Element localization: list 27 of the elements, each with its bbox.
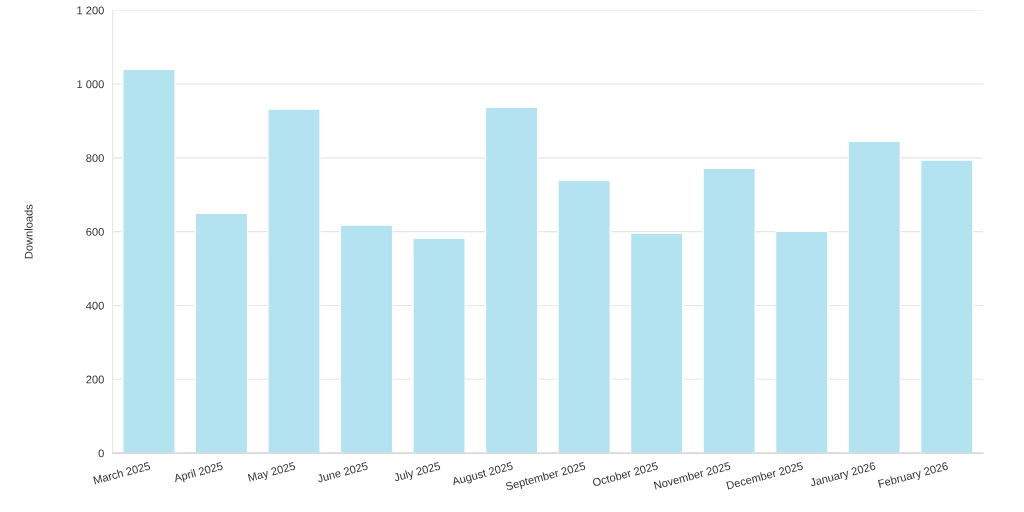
bar — [919, 159, 974, 454]
bar — [484, 106, 539, 454]
y-tick-label: 1 200 — [77, 6, 104, 15]
y-tick-label: 400 — [86, 301, 104, 310]
bar — [194, 212, 249, 454]
y-tick-label: 800 — [86, 154, 104, 162]
y-tick-label: 0 — [98, 449, 104, 458]
x-tick-label: June 2025 — [316, 461, 369, 483]
bar — [122, 68, 176, 454]
x-tick-label: February 2026 — [877, 461, 949, 490]
bar — [412, 237, 466, 454]
bar — [339, 224, 394, 454]
x-tick-label: April 2025 — [173, 461, 224, 485]
bar — [629, 232, 684, 454]
x-tick-label: January 2026 — [809, 461, 877, 489]
y-tick-label: 600 — [86, 227, 104, 236]
bar — [774, 230, 829, 454]
x-tick-label: March 2025 — [93, 461, 151, 485]
bar — [702, 167, 756, 454]
x-tick-label: May 2025 — [247, 461, 297, 484]
y-tick-label: 200 — [86, 375, 104, 384]
bar — [847, 140, 902, 454]
y-axis-title: Downloads — [24, 204, 33, 259]
x-tick-label: July 2025 — [393, 461, 442, 484]
y-tick-label: 1 000 — [77, 80, 104, 89]
bar — [267, 108, 321, 454]
bar — [557, 179, 611, 454]
